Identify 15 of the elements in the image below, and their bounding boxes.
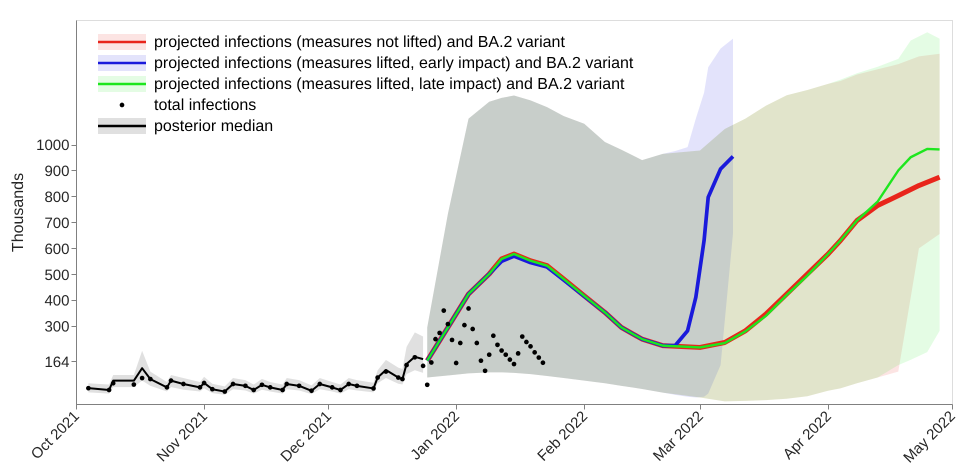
y-tick-label: 700 xyxy=(44,214,70,232)
y-tick-label: 400 xyxy=(44,292,70,310)
y-tick-label: 500 xyxy=(44,266,70,284)
y-tick-label: 164 xyxy=(44,354,70,371)
legend-label: projected infections (measures lifted, early impact) and BA.2 variant xyxy=(154,55,634,72)
y-tick-label: 600 xyxy=(44,240,70,258)
legend-label: total infections xyxy=(154,97,256,114)
y-axis-title: Thousands xyxy=(10,172,28,252)
legend-label: projected infections (measures not lifted) and BA.2 variant xyxy=(154,34,566,51)
legend-label: projected infections (measures lifted, late impact) and BA.2 variant xyxy=(154,76,626,93)
y-tick-label: 300 xyxy=(44,318,70,336)
y-tick-label: 800 xyxy=(44,188,70,206)
y-tick-label: 1000 xyxy=(36,137,70,154)
legend-label: posterior median xyxy=(154,118,274,135)
y-tick-label: 900 xyxy=(44,162,70,180)
